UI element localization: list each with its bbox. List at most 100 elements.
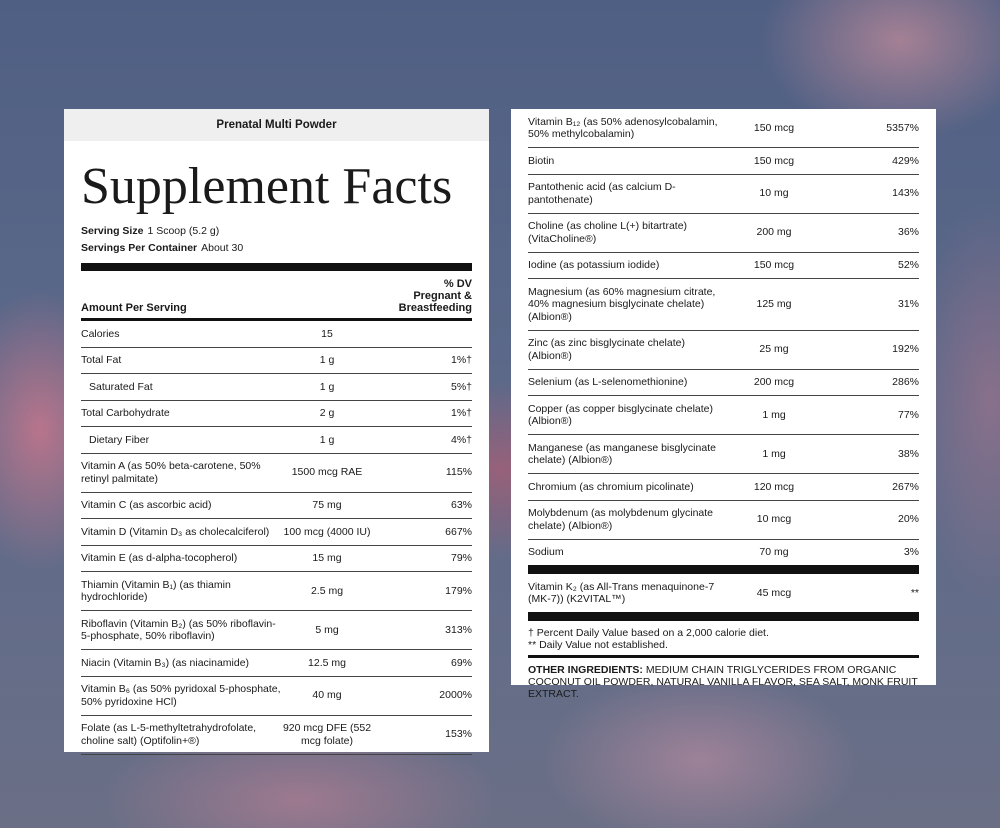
nutrient-amount: 1 mg [762, 408, 786, 421]
nutrient-row: Magnesium (as 60% magnesium citrate, 40%… [528, 279, 919, 331]
nutrient-name: Total Fat [81, 354, 122, 366]
nutrient-amount: 40 mg [312, 689, 342, 702]
nutrient-dv: 1%† [450, 354, 472, 366]
nutrient-dv: 38% [897, 447, 919, 460]
footnote: ** Daily Value not established. [528, 639, 668, 651]
nutrient-row: Vitamin E (as d-alpha-tocopherol) 15 mg 79… [81, 546, 472, 572]
nutrient-name: Folate (as L-5-methyltetrahydrofolate, c… [81, 722, 257, 747]
nutrient-name: Riboflavin (Vitamin B₂) (as 50% riboflav… [81, 617, 276, 643]
nutrient-dv: 153% [445, 728, 472, 741]
nutrient-amount: 1 g [319, 354, 335, 366]
nutrient-amount: 200 mg [756, 226, 792, 239]
nutrient-name: Thiamin (Vitamin B₁) (as thiamin hydroch… [81, 578, 231, 604]
nutrient-row: Vitamin D (Vitamin D₃ as cholecalciferol… [81, 519, 472, 546]
left-panel: Prenatal Multi Powder Supplement Facts S… [64, 109, 489, 755]
nutrient-row: Biotin 150 mcg 429% [528, 148, 919, 175]
nutrient-dv: 179% [445, 584, 472, 597]
nutrient-name: Vitamin D (Vitamin D₃ as cholecalciferol… [81, 525, 270, 538]
nutrient-dv: 286% [892, 376, 919, 388]
nutrient-name: Biotin [528, 154, 555, 167]
nutrient-dv: 667% [445, 525, 472, 538]
nutrient-amount: 12.5 mg [308, 656, 346, 669]
nutrient-row: Chromium (as chromium picolinate) 120 mcg… [528, 474, 919, 501]
nutrient-dv: 2000% [439, 689, 472, 702]
nutrient-name: Dietary Fiber [89, 433, 150, 446]
nutrient-dv: 36% [897, 226, 919, 239]
nutrient-row: Molybdenum (as molybdenum glycinate chel… [528, 501, 919, 540]
nutrient-row: Vitamin K₂ (as All-Trans menaquinone-7 (… [528, 574, 919, 612]
nutrient-row: Vitamin B₁₂ (as 50% adenosylcobalamin, 5… [528, 109, 919, 148]
nutrient-row: Total Fat 1 g 1%† [81, 348, 472, 374]
other-ingredients: OTHER INGREDIENTS: MEDIUM CHAIN TRIGLYCE… [528, 658, 919, 700]
nutrient-dv: 115% [445, 466, 472, 479]
nutrient-amount: 200 mcg [753, 376, 795, 388]
nutrient-name: Niacin (Vitamin B₃) (as niacinamide) [81, 656, 250, 669]
nutrient-name: Magnesium (as 60% magnesium citrate, 40%… [528, 285, 716, 323]
nutrient-dv: 4%† [450, 433, 472, 446]
nutrient-name: Molybdenum (as molybdenum glycinate chel… [528, 507, 714, 532]
nutrient-amount: 2.5 mg [310, 584, 344, 597]
nutrient-dv: 192% [892, 343, 919, 356]
nutrient-dv: 5%† [450, 380, 472, 393]
nutrient-amount: 150 mcg [753, 121, 795, 134]
nutrient-name: Vitamin A (as 50% beta-carotene, 50% ret… [81, 460, 261, 485]
serving-size-label: Serving Size [81, 225, 144, 237]
footnote: † Percent Daily Value based on a 2,000 c… [528, 627, 769, 639]
nutrient-name: Iodine (as potassium iodide) [528, 259, 660, 271]
nutrient-dv: 5357% [886, 121, 919, 134]
divider [528, 565, 919, 574]
servings-value: About 30 [201, 242, 244, 254]
nutrient-table: Vitamin B₁₂ (as 50% adenosylcobalamin, 5… [528, 109, 919, 565]
serving-size: Serving Size 1 Scoop (5.2 g) [81, 223, 472, 240]
divider [81, 263, 472, 271]
dv-header-line: % DV [443, 278, 472, 290]
nutrient-name: Calories [81, 327, 120, 340]
nutrient-amount: 100 mcg (4000 IU) [283, 525, 371, 538]
nutrient-dv: ** [910, 586, 919, 599]
nutrient-amount: 2 g [319, 407, 335, 419]
nutrient-row: Vitamin B₆ (as 50% pyridoxal 5-phosphate… [81, 677, 472, 716]
nutrient-amount: 120 mcg [753, 480, 795, 493]
nutrient-amount: 150 mcg [753, 154, 795, 167]
dv-header-line: Breastfeeding [398, 302, 472, 314]
nutrient-dv: 1%† [450, 407, 472, 419]
nutrient-row: Saturated Fat 1 g 5%† [81, 374, 472, 401]
nutrient-amount: 45 mcg [756, 586, 792, 599]
nutrient-dv: 52% [897, 259, 919, 271]
nutrient-dv: 143% [892, 187, 919, 200]
nutrient-row: Choline (as choline L(+) bitartrate) (Vi… [528, 214, 919, 253]
nutrient-amount: 5 mg [315, 623, 339, 636]
nutrient-row: Dietary Fiber 1 g 4%† [81, 427, 472, 454]
nutrient-row: Total Carbohydrate 2 g 1%† [81, 401, 472, 427]
right-panel: Vitamin B₁₂ (as 50% adenosylcobalamin, 5… [511, 109, 936, 700]
nutrient-amount: 1 g [319, 433, 335, 446]
nutrient-name: Vitamin C (as ascorbic acid) [81, 499, 212, 511]
nutrient-name: Selenium (as L-selenomethionine) [528, 376, 688, 388]
footnotes: † Percent Daily Value based on a 2,000 c… [528, 621, 919, 658]
nutrient-row: Niacin (Vitamin B₃) (as niacinamide) 12.5… [81, 650, 472, 677]
nutrient-row: Thiamin (Vitamin B₁) (as thiamin hydroch… [81, 572, 472, 611]
nutrient-amount: 10 mg [759, 187, 789, 200]
nutrient-amount: 70 mg [759, 546, 789, 558]
column-header: Amount Per Serving % DV Pregnant & Breastf… [81, 271, 472, 321]
nutrient-table: Vitamin K₂ (as All-Trans menaquinone-7 (… [528, 574, 919, 612]
nutrient-amount: 1 g [319, 380, 335, 393]
nutrient-name: Sodium [528, 546, 564, 558]
nutrient-dv: 63% [450, 499, 472, 511]
nutrient-name: Zinc (as zinc bisglycinate chelate) (Alb… [528, 337, 685, 362]
nutrient-amount: 1 mg [762, 447, 786, 460]
nutrient-row: Manganese (as manganese bisglycinate che… [528, 435, 919, 474]
ingredients-text: MEDIUM CHAIN TRIGLYCERIDES FROM ORGANIC … [528, 664, 918, 700]
nutrient-name: Chromium (as chromium picolinate) [528, 480, 694, 493]
nutrient-name: Total Carbohydrate [81, 407, 170, 419]
nutrient-amount: 150 mcg [753, 259, 795, 271]
nutrient-row: Copper (as copper bisglycinate chelate) … [528, 396, 919, 435]
ingredients-label: OTHER INGREDIENTS: [528, 664, 643, 676]
label-title: Supplement Facts [81, 158, 453, 215]
nutrient-row: Vitamin A (as 50% beta-carotene, 50% ret… [81, 454, 472, 493]
servings-label: Servings Per Container [81, 242, 198, 254]
nutrient-amount: 15 [321, 327, 333, 340]
nutrient-row: Vitamin C (as ascorbic acid) 75 mg 63% [81, 493, 472, 519]
nutrient-row: Calories 15 [81, 321, 472, 348]
